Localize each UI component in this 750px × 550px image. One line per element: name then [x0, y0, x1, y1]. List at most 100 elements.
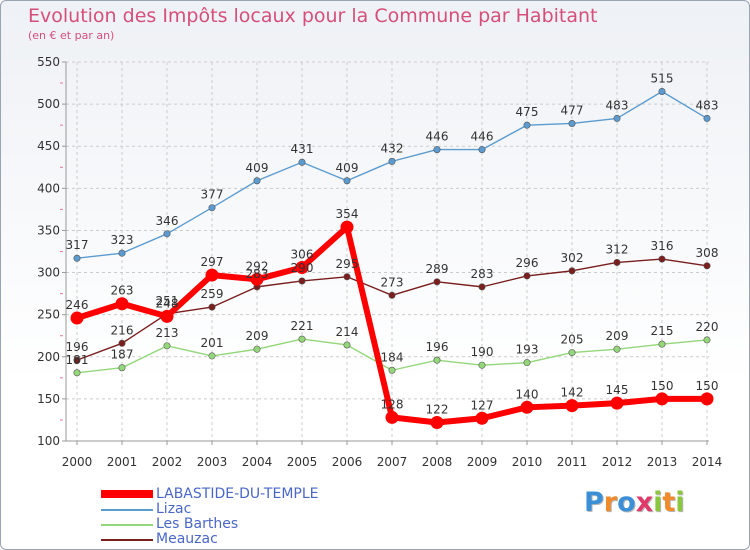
data-label: 295	[336, 257, 359, 271]
x-tick-label: 2010	[512, 455, 543, 469]
data-point	[343, 177, 351, 185]
data-label: 346	[156, 214, 179, 228]
y-tick-label: 500	[37, 97, 60, 111]
data-point	[433, 146, 441, 154]
data-label: 209	[246, 329, 269, 343]
series-layer	[70, 87, 714, 429]
data-label: 145	[606, 383, 629, 397]
data-point	[388, 366, 396, 374]
data-point	[610, 396, 624, 410]
data-point	[118, 364, 126, 372]
data-label: 483	[696, 98, 719, 112]
x-tick-label: 2012	[602, 455, 633, 469]
data-point	[655, 392, 669, 406]
data-label: 483	[606, 98, 629, 112]
data-point	[295, 261, 309, 275]
logo-letter: r	[603, 487, 618, 518]
data-label: 283	[471, 267, 494, 281]
data-label: 297	[201, 255, 224, 269]
data-point	[523, 121, 531, 129]
data-label: 181	[66, 353, 89, 367]
x-tick-label: 2014	[692, 455, 723, 469]
data-point	[478, 146, 486, 154]
data-label: 290	[291, 261, 314, 275]
legend-label: Lizac	[156, 501, 192, 517]
data-point	[385, 410, 399, 424]
data-label: 128	[381, 397, 404, 411]
data-point	[298, 158, 306, 166]
y-tick-label: 450	[37, 139, 60, 153]
data-point	[568, 119, 576, 127]
data-point	[205, 268, 219, 282]
data-point	[73, 369, 81, 377]
data-label: 246	[66, 298, 89, 312]
data-point	[115, 297, 129, 311]
data-label: 317	[66, 238, 89, 252]
x-tick-label: 2003	[197, 455, 228, 469]
data-point	[163, 230, 171, 238]
data-label: 213	[156, 326, 179, 340]
x-tick-label: 2007	[377, 455, 408, 469]
data-point	[658, 255, 666, 263]
data-point	[565, 399, 579, 413]
legend-label: LABASTIDE-DU-TEMPLE	[156, 486, 319, 502]
data-label: 477	[561, 103, 584, 117]
data-point	[568, 349, 576, 357]
data-label: 193	[516, 343, 539, 357]
data-label: 216	[111, 323, 134, 337]
y-tick-label: 100	[37, 434, 60, 448]
y-tick-label: 550	[37, 55, 60, 69]
data-point	[388, 157, 396, 165]
data-label: 248	[156, 296, 179, 310]
data-label: 196	[426, 340, 449, 354]
data-point	[208, 352, 216, 360]
data-point	[430, 415, 444, 429]
data-label: 127	[471, 398, 494, 412]
data-label: 431	[291, 142, 314, 156]
data-label: 289	[426, 262, 449, 276]
data-point	[208, 303, 216, 311]
data-point	[703, 114, 711, 122]
legend-swatch	[101, 490, 153, 498]
chart-title: Evolution des Impôts locaux pour la Comm…	[28, 5, 598, 27]
data-point	[703, 336, 711, 344]
axis-layer: 100 150 200 250 300 350 400 450 500 550 2000 2001 20…	[37, 55, 722, 469]
data-point	[250, 272, 264, 286]
data-point	[388, 291, 396, 299]
data-label: 142	[561, 386, 584, 400]
data-point	[613, 114, 621, 122]
data-label: 150	[696, 379, 719, 393]
data-label: 475	[516, 105, 539, 119]
y-tick-label: 250	[37, 308, 60, 322]
data-point	[703, 262, 711, 270]
y-tick-label: 350	[37, 223, 60, 237]
data-point	[475, 411, 489, 425]
data-point	[298, 335, 306, 343]
chart-subtitle: (en € et par an)	[28, 29, 115, 42]
data-label: 215	[651, 324, 674, 338]
data-label: 308	[696, 246, 719, 260]
legend-label: Les Barthes	[156, 516, 239, 532]
data-label: 432	[381, 141, 404, 155]
data-point	[118, 249, 126, 257]
logo-letter: t	[662, 487, 676, 518]
x-tick-label: 2013	[647, 455, 678, 469]
x-tick-label: 2008	[422, 455, 453, 469]
data-label: 409	[246, 161, 269, 175]
logo-letter: i	[675, 487, 685, 518]
data-point	[523, 359, 531, 367]
data-label: 377	[201, 188, 224, 202]
data-label: 220	[696, 320, 719, 334]
data-label: 316	[651, 239, 674, 253]
data-point	[343, 341, 351, 349]
data-label: 187	[111, 348, 134, 362]
label-layer: 246 263 248 297 292 306 354 128 122 127 140 142 145 1…	[66, 71, 719, 416]
data-point	[478, 361, 486, 369]
data-point	[70, 311, 84, 325]
data-label: 354	[336, 207, 359, 221]
data-label: 201	[201, 336, 224, 350]
data-label: 221	[291, 319, 314, 333]
y-tick-label: 150	[37, 392, 60, 406]
data-point	[298, 277, 306, 285]
